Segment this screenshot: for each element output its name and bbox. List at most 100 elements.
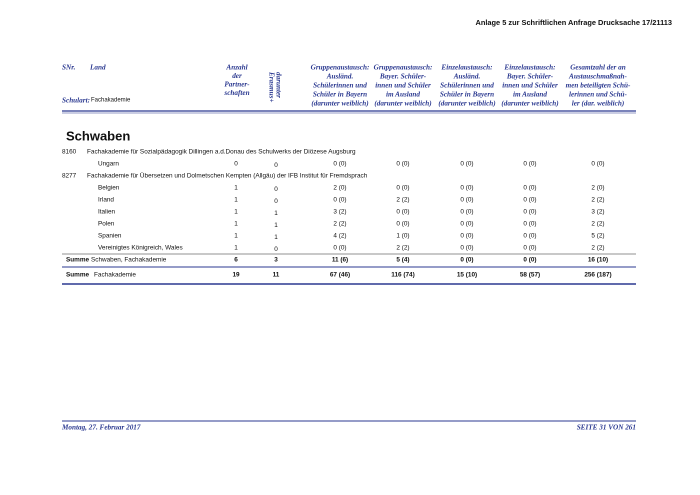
- cell: 0 (0): [396, 185, 409, 192]
- col-group: (darunter weiblich): [501, 100, 558, 108]
- cell: 0 (0): [396, 161, 409, 168]
- cell: 0 (0): [591, 161, 604, 168]
- footer-page: SEITE 31 VON 261: [577, 424, 636, 432]
- col-group: (darunter weiblich): [374, 100, 431, 108]
- cell: 0: [274, 162, 278, 169]
- header-note: Anlage 5 zur Schriftlichen Anfrage Druck…: [476, 18, 672, 27]
- col-group: Ausländ.: [453, 73, 481, 81]
- cell: 1: [274, 234, 278, 241]
- cell: 1: [234, 209, 238, 216]
- region-title: Schwaben: [66, 128, 130, 143]
- cell: 0: [234, 161, 238, 168]
- col-group: lerinnen und Schü-: [569, 91, 628, 99]
- col-partner: der: [232, 72, 242, 80]
- country: Irland: [98, 197, 114, 204]
- cell: 0 (0): [396, 221, 409, 228]
- sum-cell: 0 (0): [523, 257, 536, 264]
- col-erasmus: darunter: [274, 72, 282, 98]
- sum-label: Summe: [66, 272, 90, 279]
- cell: 3 (2): [591, 209, 604, 216]
- cell: 0: [274, 198, 278, 205]
- col-partner: Anzahl: [225, 64, 247, 72]
- sum-cell: 6: [234, 257, 238, 264]
- sum-label: Summe: [66, 257, 90, 264]
- sum-cell: 16 (10): [588, 257, 608, 264]
- cell: 3 (2): [333, 209, 346, 216]
- school-name: Fachakademie für Übersetzen und Dolmetsc…: [87, 172, 368, 180]
- cell: 0: [274, 246, 278, 253]
- cell: 0: [274, 186, 278, 193]
- cell: 1: [234, 233, 238, 240]
- col-group: im Ausland: [386, 91, 420, 99]
- cell: 0 (0): [523, 233, 536, 240]
- country: Polen: [98, 221, 115, 228]
- col-group: Austauschmaßnah-: [568, 73, 628, 81]
- cell: 1: [234, 221, 238, 228]
- col-group: Gesamtzahl der an: [570, 64, 626, 72]
- col-erasmus: Erasmus+: [267, 71, 275, 102]
- cell: 2 (2): [591, 221, 604, 228]
- cell: 2 (2): [396, 197, 409, 204]
- cell: 5 (2): [591, 233, 604, 240]
- country: Spanien: [98, 233, 122, 240]
- sum-cell: 58 (57): [520, 272, 540, 279]
- cell: 1: [274, 210, 278, 217]
- col-group: Schüler in Bayern: [440, 91, 494, 99]
- cell: 4 (2): [333, 233, 346, 240]
- cell: 1: [234, 197, 238, 204]
- cell: 2 (2): [591, 197, 604, 204]
- sum-cell: 15 (10): [457, 272, 477, 279]
- cell: 0 (0): [523, 221, 536, 228]
- col-schulart: Fachakademie: [91, 98, 131, 104]
- cell: 0 (0): [460, 161, 473, 168]
- cell: 2 (2): [396, 245, 409, 252]
- sum-cell: 0 (0): [460, 257, 473, 264]
- cell: 1: [234, 245, 238, 252]
- col-group: Gruppenaustausch:: [311, 64, 370, 72]
- cell: 0 (0): [460, 185, 473, 192]
- cell: 0 (0): [523, 209, 536, 216]
- sum-cell: 3: [274, 257, 278, 264]
- col-group: Einzelaustausch:: [503, 64, 555, 72]
- country: Belgien: [98, 185, 120, 192]
- col-partner: schaften: [223, 89, 249, 97]
- country: Italien: [98, 209, 115, 216]
- col-land: Land: [89, 64, 106, 72]
- country: Vereinigtes Königreich, Wales: [98, 245, 183, 252]
- cell: 0 (0): [460, 221, 473, 228]
- cell: 1: [274, 222, 278, 229]
- sum-cell: 256 (187): [584, 272, 611, 279]
- cell: 0 (0): [460, 209, 473, 216]
- footer-date: Montag, 27. Februar 2017: [61, 424, 141, 432]
- cell: 0 (0): [333, 161, 346, 168]
- school-number: 8160: [62, 149, 77, 156]
- col-group: innen und Schüler: [502, 82, 558, 90]
- col-group: innen und Schüler: [375, 82, 431, 90]
- country: Ungarn: [98, 161, 119, 168]
- cell: 1 (0): [396, 233, 409, 240]
- col-group: Gruppenaustausch:: [374, 64, 433, 72]
- col-group: ler (dar. weiblich): [572, 100, 625, 108]
- col-group: Einzelaustausch:: [440, 64, 492, 72]
- col-group: (darunter weiblich): [311, 100, 368, 108]
- col-group: Schülerinnen und: [313, 82, 367, 90]
- sum-cell: 116 (74): [391, 272, 414, 279]
- col-group: im Ausland: [513, 91, 547, 99]
- cell: 0 (0): [523, 185, 536, 192]
- sum-cell: 5 (4): [396, 257, 409, 264]
- col-group: (darunter weiblich): [438, 100, 495, 108]
- col-group: men beteiligten Schü-: [566, 82, 631, 90]
- cell: 0 (0): [523, 197, 536, 204]
- cell: 2 (2): [333, 221, 346, 228]
- sum-cell: 11 (6): [332, 257, 348, 264]
- school-number: 8277: [62, 173, 77, 180]
- col-snr: SNr.: [62, 64, 76, 72]
- sum-cell: 67 (46): [330, 272, 350, 279]
- cell: 2 (0): [333, 185, 346, 192]
- cell: 0 (0): [333, 197, 346, 204]
- sum-name: Fachakademie: [94, 272, 136, 279]
- sum-cell: 11: [273, 272, 280, 279]
- col-partner: Partner-: [224, 81, 250, 89]
- sum-name: Schwaben, Fachakademie: [91, 257, 167, 264]
